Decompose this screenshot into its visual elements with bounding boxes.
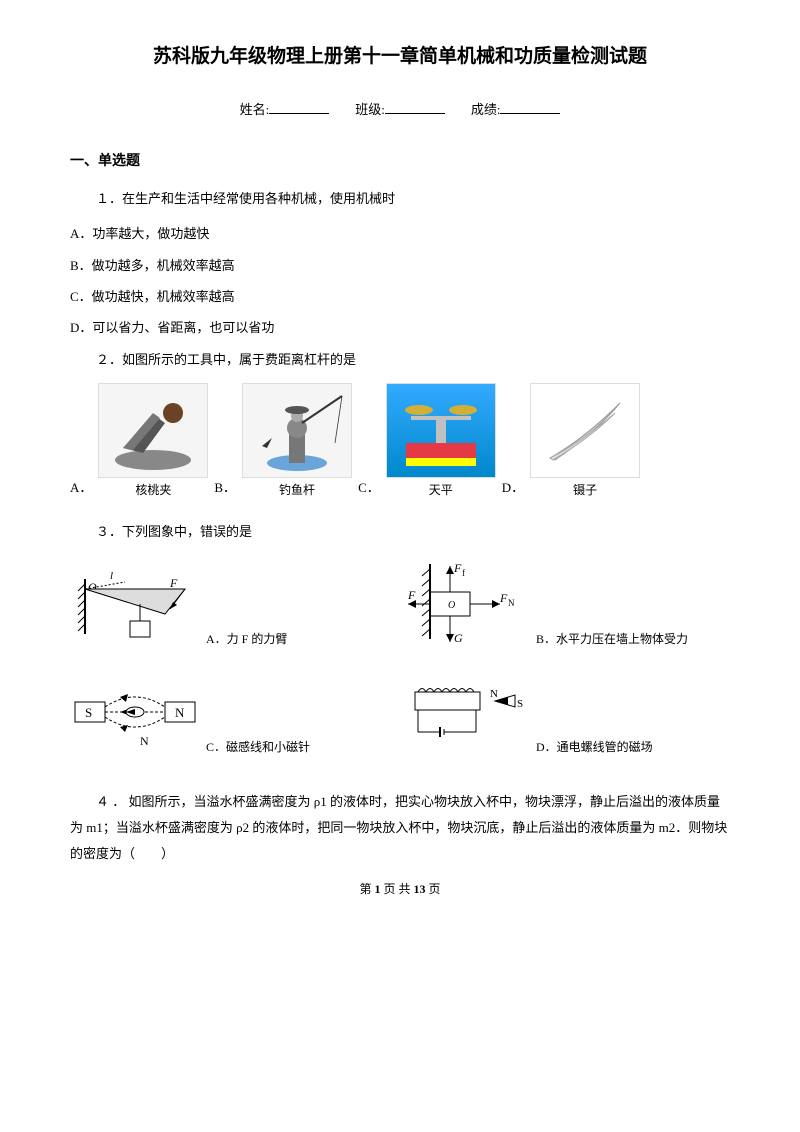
q2-item-D: D． 镊子	[502, 383, 640, 502]
q1-optC: C．做功越快，机械效率越高	[70, 285, 730, 308]
q2-A-image	[98, 383, 208, 478]
q1-optA: A．功率越大，做功越快	[70, 222, 730, 245]
svg-text:S: S	[85, 705, 92, 720]
section-heading: 一、单选题	[70, 148, 730, 173]
q2-options-row: A． 核桃夹 B．	[70, 383, 730, 502]
q4-stem: ４ ． 如图所示，当溢水杯盛满密度为 ρ1 的液体时，把实心物块放入杯中，物块漂…	[70, 789, 730, 867]
score-blank[interactable]	[500, 100, 560, 114]
q2-D-caption: 镊子	[573, 480, 597, 502]
q2-item-A: A． 核桃夹	[70, 383, 208, 502]
q2-A-letter: A．	[70, 476, 92, 501]
q3-item-D: N S D．通电螺线管的磁场	[400, 667, 730, 757]
q2-B-letter: B．	[214, 476, 236, 501]
svg-text:F: F	[453, 561, 462, 575]
q3-C-caption: 磁感线和小磁针	[226, 740, 310, 754]
svg-text:F: F	[499, 591, 508, 605]
svg-text:F: F	[169, 576, 178, 590]
student-info-line: 姓名: 班级: 成绩:	[70, 98, 730, 121]
score-label: 成绩:	[471, 102, 501, 117]
q2-item-C: C． 天平	[358, 383, 496, 502]
q3-A-caption: 力 F 的力臂	[227, 632, 288, 646]
svg-text:S: S	[517, 698, 523, 710]
q3-C-image: S N N	[70, 667, 200, 757]
svg-text:l: l	[110, 570, 113, 582]
footer-middle: 页 共	[380, 882, 413, 896]
q2-C-image	[386, 383, 496, 478]
class-blank[interactable]	[385, 100, 445, 114]
footer-total: 13	[414, 882, 426, 896]
q3-item-A: O l F A．力 F 的力臂	[70, 559, 400, 649]
q2-C-caption: 天平	[429, 480, 453, 502]
svg-text:F: F	[407, 588, 416, 602]
q1-optB: B．做功越多，机械效率越高	[70, 254, 730, 277]
q3-item-C: S N N C．磁感线和小磁针	[70, 667, 400, 757]
svg-text:G: G	[454, 631, 463, 645]
q1-stem: １．在生产和生活中经常使用各种机械，使用机械时	[70, 187, 730, 210]
svg-text:O: O	[448, 600, 455, 611]
q3-B-caption: 水平力压在墙上物体受力	[556, 632, 688, 646]
q3-stem: ３．下列图象中，错误的是	[70, 520, 730, 543]
name-label: 姓名:	[240, 102, 270, 117]
q3-B-image: O Ff G F FN	[400, 559, 530, 649]
svg-text:N: N	[490, 688, 498, 700]
q2-B-image	[242, 383, 352, 478]
svg-text:N: N	[508, 598, 515, 608]
q2-A-caption: 核桃夹	[135, 480, 171, 502]
q3-D-caption: 通电螺线管的磁场	[557, 740, 653, 754]
q3-grid: O l F A．力 F 的力臂	[70, 559, 730, 775]
q2-B-caption: 钓鱼杆	[279, 480, 315, 502]
q1-optD: D．可以省力、省距离，也可以省功	[70, 316, 730, 339]
name-blank[interactable]	[269, 100, 329, 114]
q3-B-letter: B．	[536, 632, 556, 646]
q2-D-image	[530, 383, 640, 478]
svg-text:N: N	[140, 734, 149, 748]
svg-text:N: N	[175, 705, 185, 720]
q3-A-letter: A．	[206, 632, 227, 646]
footer-suffix: 页	[426, 882, 441, 896]
q3-item-B: O Ff G F FN B．水平力压在墙上物体受力	[400, 559, 730, 649]
q2-stem: ２．如图所示的工具中，属于费距离杠杆的是	[70, 348, 730, 371]
q3-D-image: N S	[400, 667, 530, 757]
q3-C-letter: C．	[206, 740, 226, 754]
q2-C-letter: C．	[358, 476, 380, 501]
q3-D-letter: D．	[536, 740, 557, 754]
class-label: 班级:	[355, 102, 385, 117]
q2-item-B: B． 钓鱼杆	[214, 383, 352, 502]
exam-title: 苏科版九年级物理上册第十一章简单机械和功质量检测试题	[70, 40, 730, 74]
svg-text:f: f	[462, 568, 465, 578]
q3-A-image: O l F	[70, 559, 200, 649]
footer-prefix: 第	[359, 882, 374, 896]
page-footer: 第 1 页 共 13 页	[70, 879, 730, 901]
page-container: 苏科版九年级物理上册第十一章简单机械和功质量检测试题 姓名: 班级: 成绩: 一…	[0, 0, 800, 921]
q2-D-letter: D．	[502, 476, 524, 501]
